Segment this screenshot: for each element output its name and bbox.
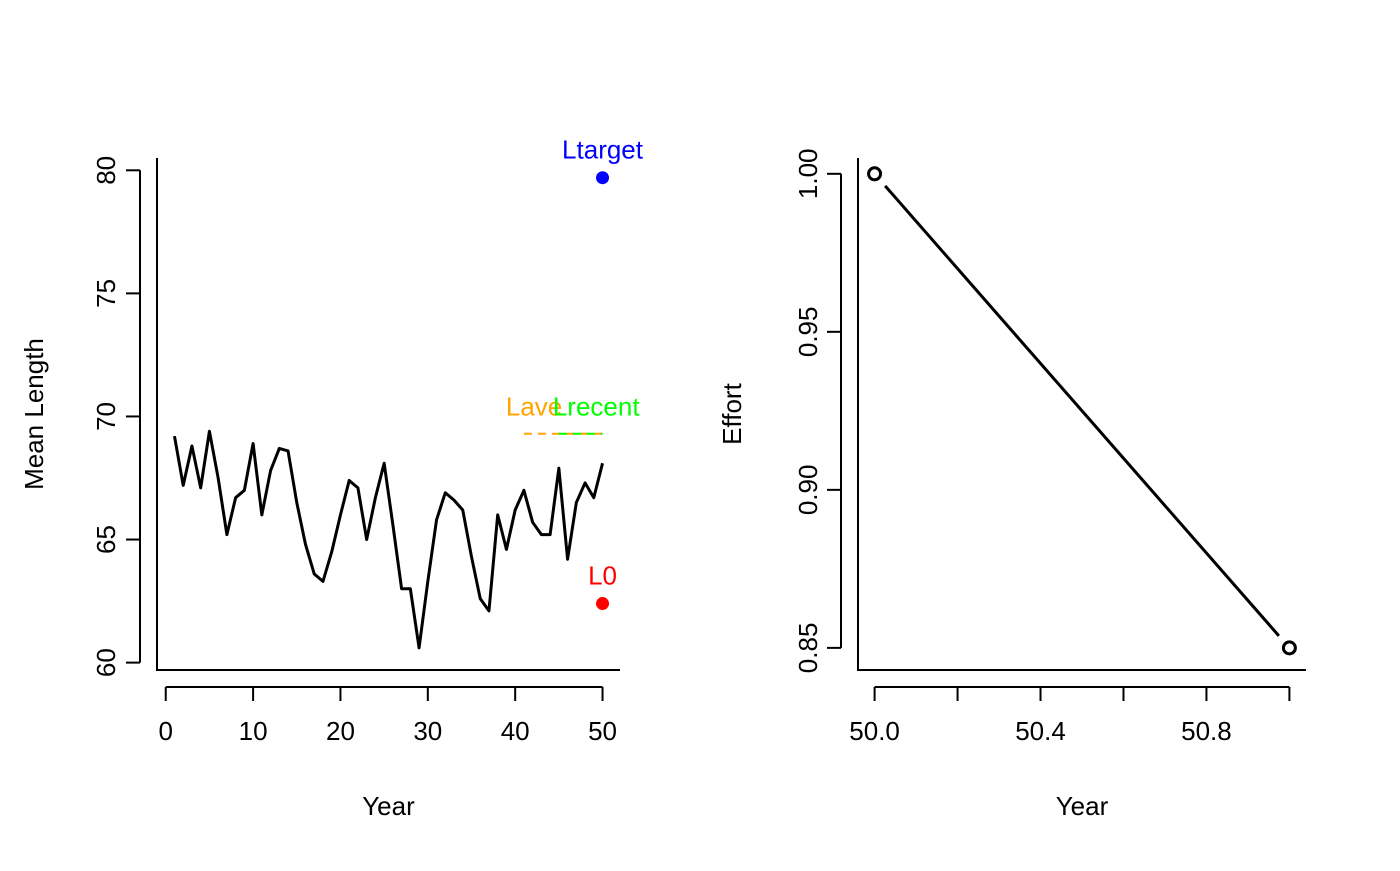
x-tick-label: 50.0 — [849, 716, 900, 746]
data-point — [1283, 642, 1295, 654]
x-tick-label: 50.8 — [1181, 716, 1232, 746]
y-tick-label: 1.00 — [793, 148, 823, 199]
x-tick-label: 10 — [239, 716, 268, 746]
effort-panel: 50.0 50.4 50.8 0.85 0.90 0.95 1.00 Year Effort — [717, 148, 1306, 821]
y-tick-label: 70 — [91, 402, 121, 431]
y-tick-label: 0.95 — [793, 307, 823, 358]
x-tick-label: 50 — [588, 716, 617, 746]
y-tick-label: 0.85 — [793, 623, 823, 674]
y-axis-title: Effort — [717, 382, 747, 444]
point-ltarget — [596, 171, 609, 184]
y-tick-label: 75 — [91, 279, 121, 308]
x-tick-label: 30 — [413, 716, 442, 746]
y-tick-label: 80 — [91, 156, 121, 185]
reference-label-lrecent: Lrecent — [553, 392, 640, 422]
data-point — [869, 168, 881, 180]
series-line-segment — [885, 186, 1279, 636]
x-tick-label: 20 — [326, 716, 355, 746]
series-line — [174, 431, 602, 648]
y-axis-title: Mean Length — [19, 338, 49, 490]
point-label-l0: L0 — [588, 561, 617, 591]
y-tick-label: 60 — [91, 648, 121, 677]
y-tick-label: 65 — [91, 525, 121, 554]
x-axis-title: Year — [362, 791, 415, 821]
x-tick-label: 50.4 — [1015, 716, 1066, 746]
x-axis-title: Year — [1056, 791, 1109, 821]
point-l0 — [596, 597, 609, 610]
point-label-ltarget: Ltarget — [562, 135, 644, 165]
x-tick-label: 0 — [159, 716, 173, 746]
x-tick-label: 40 — [501, 716, 530, 746]
plot-frame — [858, 158, 1306, 670]
y-tick-label: 0.90 — [793, 465, 823, 516]
